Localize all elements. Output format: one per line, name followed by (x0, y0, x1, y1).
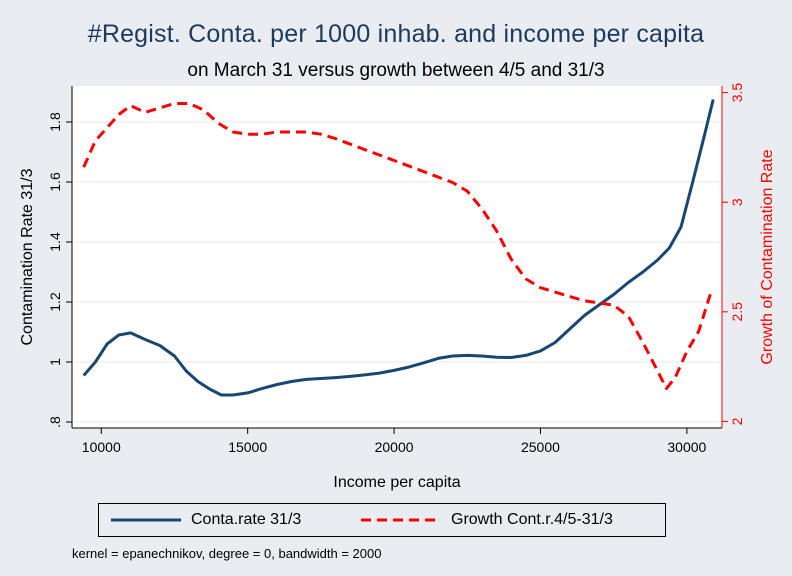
y-tick-label: 1.6 (47, 172, 63, 192)
chart-subtitle: on March 31 versus growth between 4/5 an… (187, 60, 605, 81)
y2-tick-label: 3 (729, 198, 745, 206)
series-line-1 (82, 99, 715, 397)
legend-label-series1: Conta.rate 31/3 (191, 511, 302, 528)
y-tick-label: 1.8 (47, 112, 63, 132)
legend-item-series1: Conta.rate 31/3 (111, 504, 301, 536)
y-tick-label: 1.4 (47, 232, 63, 252)
x-tick-label: 10000 (82, 439, 121, 455)
legend-item-series2: Growth Cont.r.4/5-31/3 (361, 504, 613, 536)
y-axis-label: Contamination Rate 31/3 (19, 168, 36, 345)
series-line-2 (82, 102, 712, 390)
x-tick-label: 30000 (667, 439, 706, 455)
legend-swatch-series2 (361, 518, 441, 522)
y-tick-label: 1.2 (47, 292, 63, 312)
y2-tick-label: 2 (729, 417, 745, 425)
x-axis-label: Income per capita (333, 474, 460, 491)
plot-area (72, 86, 722, 428)
x-tick-label: 25000 (521, 439, 560, 455)
legend-swatch-series1 (111, 518, 181, 522)
legend-label-series2: Growth Cont.r.4/5-31/3 (451, 511, 613, 528)
y2-tick-label: 2.5 (729, 302, 745, 322)
y2-tick-label: 3.5 (729, 83, 745, 103)
y-tick-label: 1 (47, 358, 63, 366)
x-tick-label: 20000 (375, 439, 414, 455)
x-tick-label: 15000 (228, 439, 267, 455)
y2-axis-label: Growth of Contamination Rate (759, 149, 776, 364)
chart-note: kernel = epanechnikov, degree = 0, bandw… (72, 546, 382, 561)
chart-title: #Regist. Conta. per 1000 inhab. and inco… (87, 20, 705, 48)
legend: Conta.rate 31/3 Growth Cont.r.4/5-31/3 (98, 503, 666, 537)
y-tick-label: .8 (47, 416, 63, 428)
